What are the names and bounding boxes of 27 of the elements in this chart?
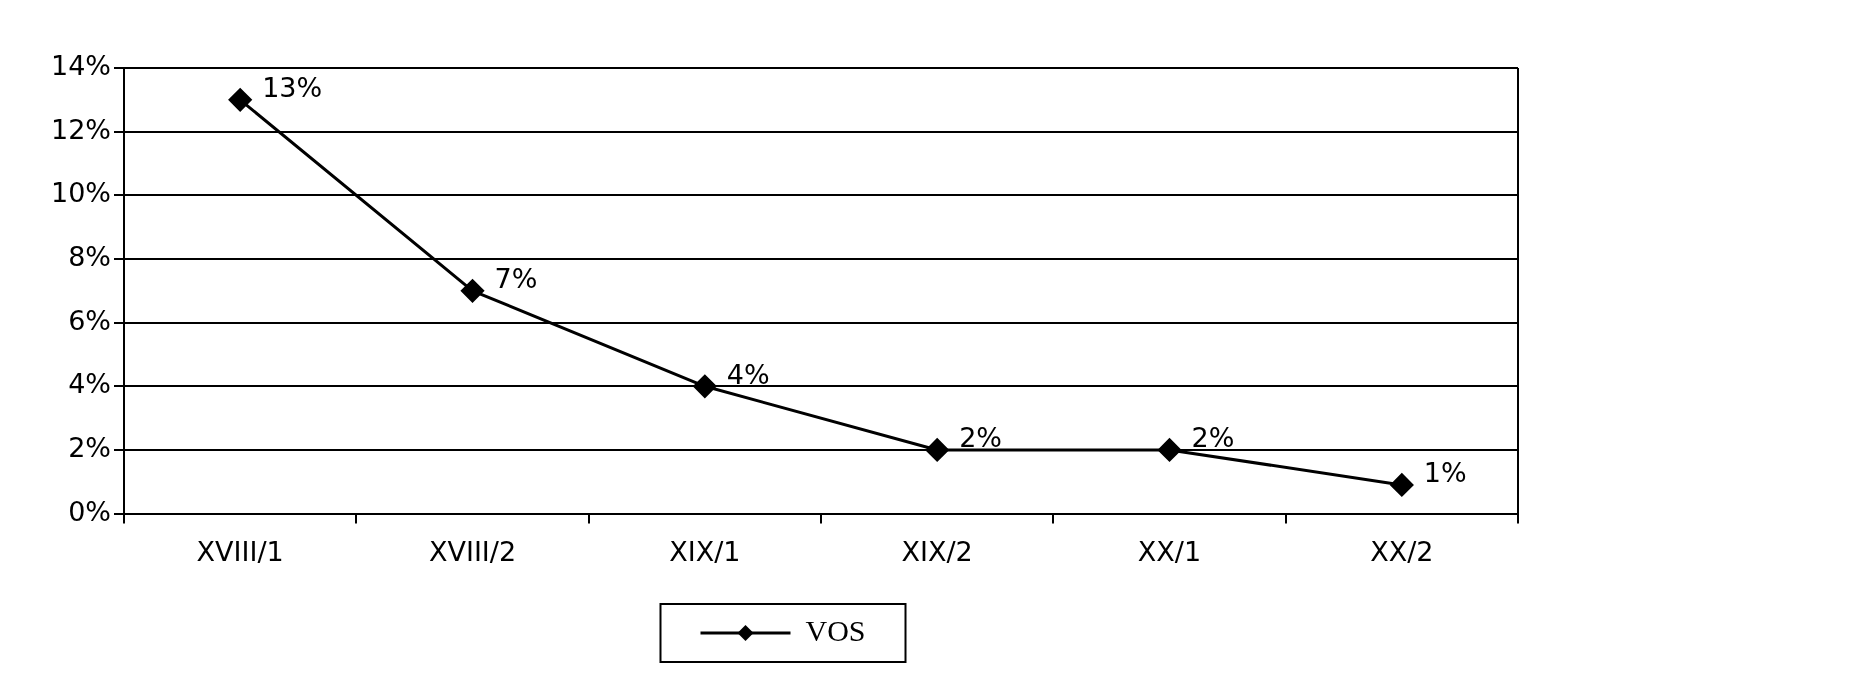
point [925, 438, 949, 462]
data-label: 13% [262, 72, 323, 104]
x-tick-label: XIX/1 [669, 535, 741, 567]
y-tick-label: 12% [51, 113, 112, 145]
y-tick-label: 10% [51, 177, 112, 209]
data-label: 2% [959, 422, 1003, 454]
y-tick-label: 14% [51, 50, 112, 82]
point [1158, 438, 1181, 462]
y-tick-label: 4% [68, 368, 112, 400]
data-label: 2% [1191, 422, 1235, 454]
point [693, 374, 717, 398]
point [1390, 473, 1414, 497]
y-tick-label: 8% [68, 240, 112, 272]
y-tick-label: 0% [68, 495, 112, 527]
legend-label: VOS [805, 613, 866, 647]
x-tick-label: XX/1 [1137, 535, 1202, 567]
point [461, 279, 485, 303]
y-tick-label: 2% [68, 431, 112, 463]
data-label: 7% [494, 263, 538, 295]
x-tick-label: XIX/2 [901, 535, 973, 567]
data-label: 4% [726, 358, 770, 390]
x-tick-label: XVIII/1 [196, 535, 284, 567]
x-tick-label: XVIII/2 [428, 535, 517, 567]
point [228, 88, 252, 112]
y-tick-label: 6% [68, 304, 112, 336]
x-tick-label: XX/2 [1370, 535, 1434, 567]
data-label: 1% [1423, 457, 1467, 489]
